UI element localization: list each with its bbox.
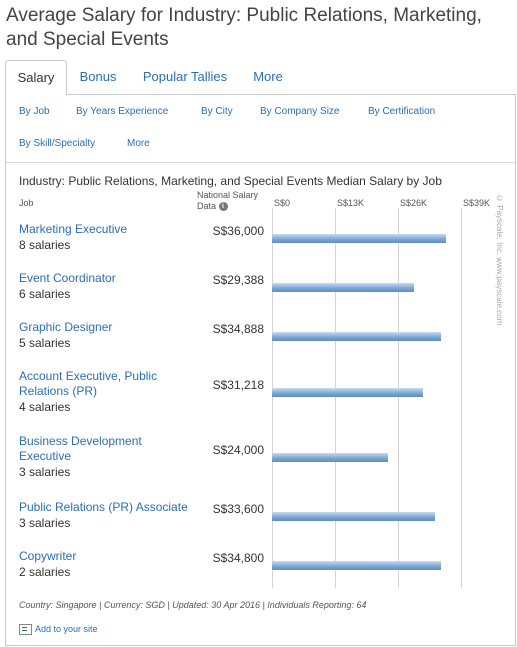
page-title: Average Salary for Industry: Public Rela… [6, 5, 482, 50]
salary-count: 6 salaries [19, 287, 71, 301]
median-salary-value: S$33,600 [212, 501, 264, 516]
job-link[interactable]: Public Relations (PR) Associate [19, 500, 188, 514]
salary-count: 8 salaries [19, 238, 71, 252]
salary-bar[interactable] [272, 511, 435, 521]
subnav-by-certification[interactable]: By Certification [368, 106, 436, 117]
column-header-national-label: National Salary Data [197, 190, 259, 211]
median-salary-value: S$31,218 [212, 378, 264, 392]
median-salary-value: S$36,000 [212, 223, 264, 238]
salary-count: 2 salaries [19, 565, 71, 579]
median-salary-value: S$29,388 [212, 272, 264, 287]
tick-label: S$39K [463, 198, 491, 208]
tab-bonus[interactable]: Bonus [79, 69, 117, 84]
tick-label: S$26K [400, 198, 428, 208]
payscale-credit: © Payscale, Inc. www.payscale.com [495, 194, 504, 326]
subnav-by-company-size[interactable]: By Company Size [260, 106, 340, 117]
subnav-more[interactable]: More [127, 138, 150, 149]
grid-line [335, 208, 336, 588]
job-link[interactable]: Business Development Executive [19, 434, 142, 463]
main-tabs: Salary Bonus Popular Tallies More [5, 60, 515, 96]
job-link[interactable]: Graphic Designer [19, 320, 113, 334]
salary-bar[interactable] [272, 453, 388, 462]
median-salary-value: S$24,000 [212, 443, 264, 457]
footer-info: Country: Singapore | Currency: SGD | Upd… [19, 600, 367, 610]
job-link[interactable]: Marketing Executive [19, 222, 128, 236]
job-link[interactable]: Account Executive, Public Relations (PR) [19, 369, 158, 398]
salary-bar[interactable] [272, 282, 414, 292]
job-link[interactable]: Event Coordinator [19, 271, 116, 285]
tab-more[interactable]: More [253, 69, 283, 84]
grid-line [272, 208, 273, 588]
salary-count: 4 salaries [19, 400, 71, 414]
tab-salary[interactable]: Salary [5, 60, 67, 96]
tick-label: S$13K [337, 198, 365, 208]
column-header-national: National Salary Data i [197, 190, 267, 212]
salary-bar[interactable] [272, 233, 446, 243]
salary-bar[interactable] [272, 560, 441, 570]
chart-title: Industry: Public Relations, Marketing, a… [19, 174, 442, 188]
job-link[interactable]: Copywriter [19, 549, 77, 563]
embed-icon [19, 624, 32, 636]
tab-popular-tallies[interactable]: Popular Tallies [142, 69, 228, 84]
median-salary-value: S$34,800 [212, 550, 264, 565]
salary-count: 5 salaries [19, 336, 71, 350]
grid-line [398, 208, 399, 588]
subnav-by-city[interactable]: By City [201, 106, 233, 117]
tick-label: S$0 [274, 198, 291, 208]
subnav-by-skill-specialty[interactable]: By Skill/Specialty [19, 138, 96, 149]
info-icon[interactable]: i [218, 202, 228, 212]
grid-line [461, 208, 462, 588]
subnav-by-years-experience[interactable]: By Years Experience [76, 106, 169, 117]
salary-bar[interactable] [272, 388, 423, 397]
add-to-site-link[interactable]: Add to your site [19, 624, 98, 636]
salary-bar[interactable] [272, 331, 441, 341]
subnav-divider [6, 162, 515, 163]
subnav-by-job[interactable]: By Job [19, 106, 50, 117]
add-to-site-label: Add to your site [35, 624, 98, 634]
column-header-job: Job [19, 198, 34, 208]
median-salary-value: S$34,888 [212, 321, 264, 336]
salary-count: 3 salaries [19, 465, 71, 479]
salary-count: 3 salaries [19, 516, 71, 530]
salary-panel: By Job By Years Experience By City By Co… [5, 94, 516, 646]
